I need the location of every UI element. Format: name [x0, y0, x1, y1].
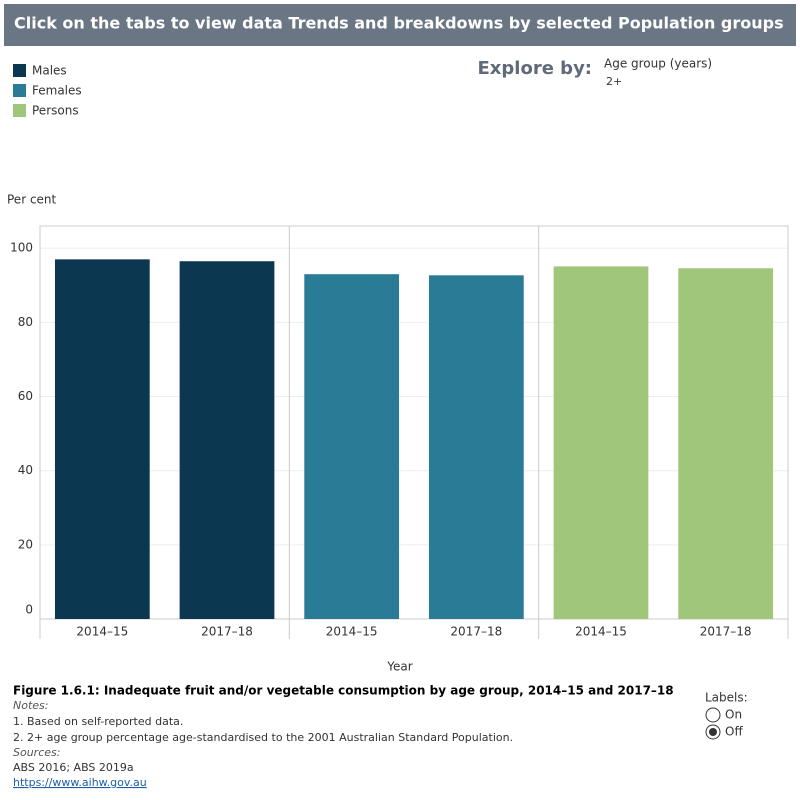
- x-tick-label: 2014–15: [575, 625, 627, 639]
- plot-frame: [39, 225, 789, 620]
- header-bar: [4, 4, 796, 46]
- bar: [428, 275, 524, 619]
- filter-value[interactable]: 2+: [606, 75, 622, 88]
- y-axis-label: Per cent: [7, 193, 57, 207]
- filter-name: Age group (years): [604, 57, 712, 71]
- x-tick-label: 2017–18: [700, 625, 752, 639]
- radio-label[interactable]: Off: [725, 725, 743, 739]
- y-tick-label: 100: [10, 241, 33, 255]
- legend-label: Males: [32, 64, 67, 78]
- figure-caption: Figure 1.6.1: Inadequate fruit and/or ve…: [13, 684, 674, 698]
- legend-label: Persons: [32, 104, 79, 118]
- y-tick-label: 60: [18, 389, 33, 403]
- explore-label: Explore by:: [478, 58, 593, 79]
- bar: [678, 268, 774, 619]
- radio-button[interactable]: [705, 707, 721, 723]
- y-tick-label: 0: [25, 603, 33, 617]
- header-title: Click on the tabs to view data Trends an…: [14, 14, 784, 33]
- x-tick-label: 2017–18: [450, 625, 502, 639]
- labels-title: Labels:: [705, 691, 748, 705]
- legend-label: Females: [32, 84, 82, 98]
- radio-dot: [709, 728, 717, 736]
- y-tick-label: 40: [18, 463, 33, 477]
- notes-heading: Notes:: [13, 699, 48, 712]
- sources: ABS 2016; ABS 2019a: [13, 761, 134, 774]
- legend-swatch: [13, 84, 26, 97]
- x-tick-label: 2017–18: [201, 625, 253, 639]
- note: 1. Based on self-reported data.: [13, 715, 183, 728]
- sources-heading: Sources:: [13, 746, 60, 759]
- legend-swatch: [13, 104, 26, 117]
- x-axis-label: Year: [386, 660, 412, 674]
- y-tick-label: 20: [18, 537, 33, 551]
- y-tick-label: 80: [18, 315, 33, 329]
- bar: [54, 259, 150, 619]
- link[interactable]: https://www.aihw.gov.au: [13, 776, 147, 789]
- legend-swatch: [13, 64, 26, 77]
- x-tick-label: 2014–15: [326, 625, 378, 639]
- bar: [553, 266, 649, 619]
- bar: [179, 261, 275, 619]
- note: 2. 2+ age group percentage age-standardi…: [13, 731, 513, 744]
- bar: [304, 274, 400, 619]
- x-tick-label: 2014–15: [76, 625, 128, 639]
- radio-label[interactable]: On: [725, 708, 742, 722]
